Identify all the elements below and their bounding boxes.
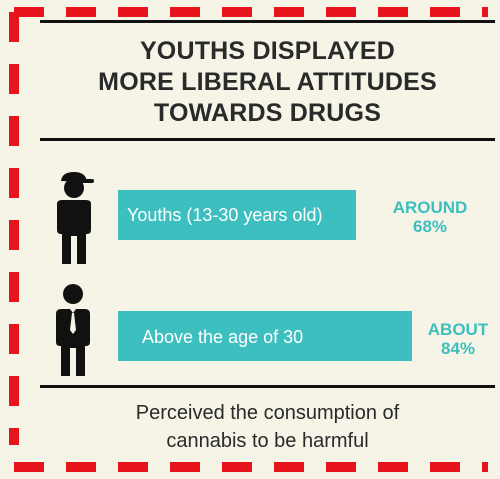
bar-label-youths: Youths (13-30 years old)	[127, 205, 323, 225]
young-person-cap-icon	[57, 172, 94, 264]
bar-youths	[118, 190, 356, 240]
value-label-above-30: ABOUT 84%	[416, 320, 500, 358]
chart-caption: Perceived the consumption of cannabis to…	[40, 399, 495, 455]
bar-label-above-30: Above the age of 30	[142, 327, 304, 347]
value-prefix-above-30: ABOUT	[427, 320, 489, 339]
value-prefix-youths: AROUND	[392, 198, 468, 217]
adult-person-tie-icon	[56, 284, 90, 376]
top-divider	[40, 20, 495, 23]
title-line-1: YOUTHS DISPLAYED	[139, 37, 396, 65]
title-divider	[40, 138, 495, 141]
caption-line-1: Perceived the consumption of	[135, 402, 400, 424]
bottom-divider	[40, 385, 495, 388]
chart-title: YOUTHS DISPLAYED MORE LIBERAL ATTITUDES …	[40, 36, 495, 129]
title-line-3: TOWARDS DRUGS	[153, 99, 382, 127]
caption-line-2: cannabis to be harmful	[166, 430, 369, 452]
value-label-youths: AROUND 68%	[384, 198, 476, 236]
value-number-above-30: 84%	[440, 339, 476, 358]
bar-above-30	[118, 311, 412, 361]
title-line-2: MORE LIBERAL ATTITUDES	[98, 68, 437, 96]
value-number-youths: 68%	[412, 217, 448, 236]
